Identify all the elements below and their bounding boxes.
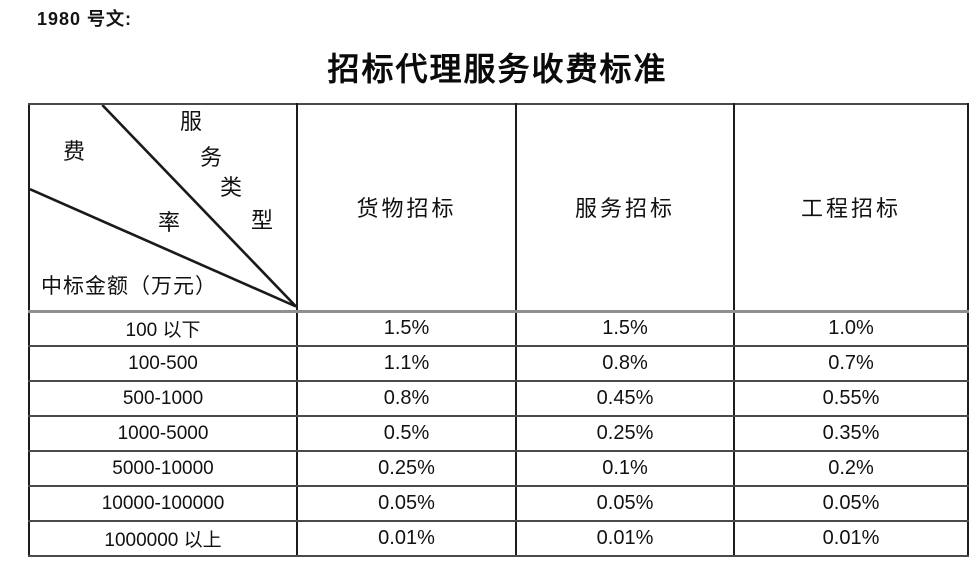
table-row: 1000000 以上 0.01% 0.01% 0.01% [28, 520, 969, 557]
amount-range-cell: 100 以下 [28, 310, 298, 347]
page-title: 招标代理服务收费标准 [327, 51, 668, 87]
corner-fee-rate-char-2: 率 [158, 210, 181, 235]
column-header-goods-tender: 货物招标 [296, 103, 517, 313]
corner-fee-rate-char-1: 费 [63, 139, 86, 164]
table-row: 500-1000 0.8% 0.45% 0.55% [28, 380, 969, 417]
engineering-rate-cell: 0.05% [733, 485, 969, 522]
services-rate-cell: 0.25% [515, 415, 735, 452]
services-rate-cell: 0.1% [515, 450, 735, 487]
diagonal-divider-lines [30, 105, 296, 308]
engineering-rate-cell: 0.55% [733, 380, 969, 417]
table-row: 1000-5000 0.5% 0.25% 0.35% [28, 415, 969, 452]
engineering-rate-cell: 0.35% [733, 415, 969, 452]
amount-range-cell: 100-500 [28, 345, 298, 382]
engineering-rate-cell: 1.0% [733, 310, 969, 347]
doc-number-label: 1980 号文: [37, 9, 133, 29]
goods-rate-cell: 0.05% [296, 485, 517, 522]
table-row: 100-500 1.1% 0.8% 0.7% [28, 345, 969, 382]
goods-rate-cell: 1.1% [296, 345, 517, 382]
corner-service-type-char-1: 服 [180, 109, 203, 134]
services-rate-cell: 0.45% [515, 380, 735, 417]
goods-rate-cell: 0.8% [296, 380, 517, 417]
services-rate-cell: 0.01% [515, 520, 735, 557]
services-rate-cell: 1.5% [515, 310, 735, 347]
amount-range-cell: 1000-5000 [28, 415, 298, 452]
table-row: 100 以下 1.5% 1.5% 1.0% [28, 310, 969, 347]
corner-service-type-char-2: 务 [200, 145, 223, 170]
engineering-rate-cell: 0.01% [733, 520, 969, 557]
amount-range-cell: 10000-100000 [28, 485, 298, 522]
table-row: 10000-100000 0.05% 0.05% 0.05% [28, 485, 969, 522]
services-rate-cell: 0.05% [515, 485, 735, 522]
corner-amount-label: 中标金额（万元） [41, 274, 217, 298]
amount-range-cell: 500-1000 [28, 380, 298, 417]
fee-table: 服 务 类 型 费 率 中标金额（万元） 货物招标 服务招标 工程招标 100 … [28, 103, 969, 557]
corner-service-type-char-3: 类 [220, 175, 243, 200]
engineering-rate-cell: 0.2% [733, 450, 969, 487]
table-header-row: 服 务 类 型 费 率 中标金额（万元） 货物招标 服务招标 工程招标 [28, 103, 969, 313]
corner-service-type-char-4: 型 [251, 208, 274, 233]
goods-rate-cell: 0.5% [296, 415, 517, 452]
engineering-rate-cell: 0.7% [733, 345, 969, 382]
goods-rate-cell: 1.5% [296, 310, 517, 347]
column-header-services-tender: 服务招标 [515, 103, 735, 313]
table-corner-cell: 服 务 类 型 费 率 中标金额（万元） [28, 103, 298, 313]
table-row: 5000-10000 0.25% 0.1% 0.2% [28, 450, 969, 487]
goods-rate-cell: 0.01% [296, 520, 517, 557]
amount-range-cell: 1000000 以上 [28, 520, 298, 557]
goods-rate-cell: 0.25% [296, 450, 517, 487]
column-header-engineering-tender: 工程招标 [733, 103, 969, 313]
amount-range-cell: 5000-10000 [28, 450, 298, 487]
services-rate-cell: 0.8% [515, 345, 735, 382]
